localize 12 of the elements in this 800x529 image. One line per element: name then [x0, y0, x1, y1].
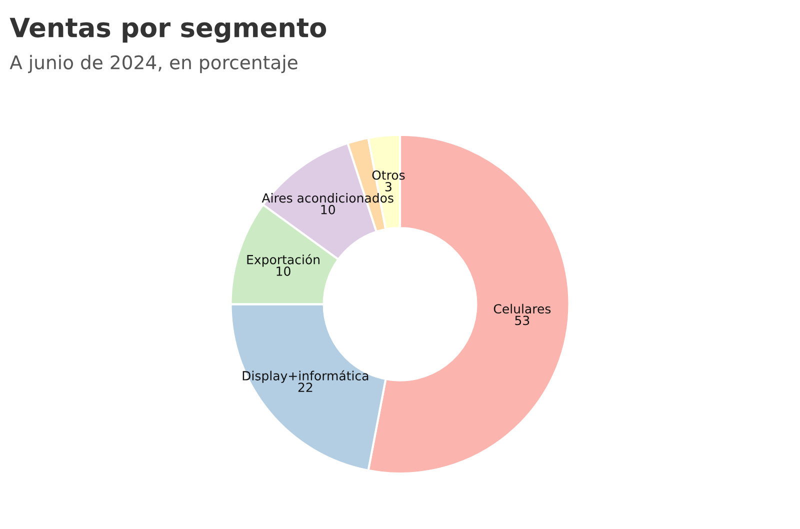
data-label: 53 — [515, 316, 530, 326]
slice-label: Otros — [372, 170, 405, 180]
data-label: 10 — [321, 204, 335, 214]
data-label: 10 — [276, 266, 290, 276]
slice-label: Aires acondicionados — [262, 193, 394, 203]
slice-label: Exportación — [247, 254, 320, 267]
chart-title: Ventas por segmento — [10, 18, 326, 43]
data-label: 22 — [298, 382, 312, 392]
slice-label: Celulares — [494, 304, 551, 314]
chart-subtitle: A junio de 2024, en porcentaje — [10, 54, 298, 74]
slice-label: Display+informática — [242, 370, 368, 383]
data-label: 3 — [385, 182, 392, 192]
